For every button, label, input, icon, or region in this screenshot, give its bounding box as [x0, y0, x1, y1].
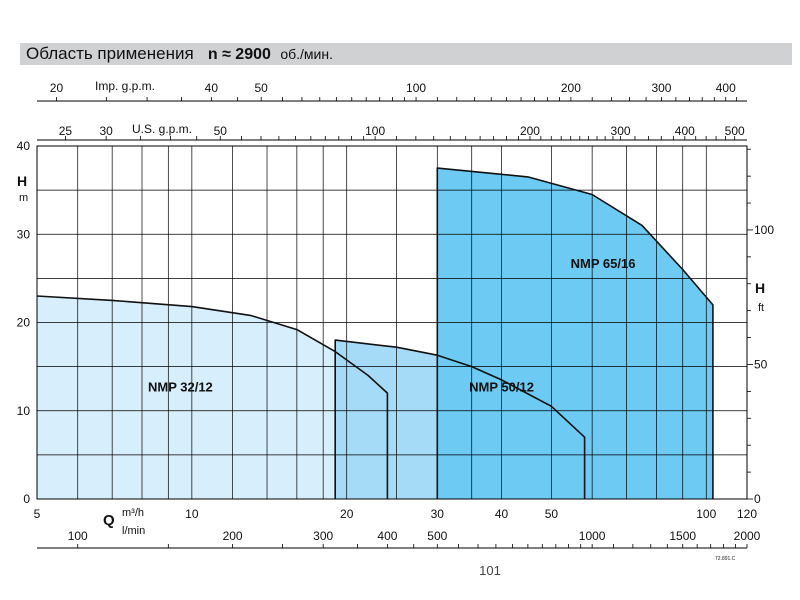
- x-tick-label: 30: [431, 507, 445, 521]
- impgpm-tick-label: 300: [651, 81, 671, 95]
- impgpm-axis-label: Imp. g.p.m.: [95, 79, 155, 93]
- ft-tick-label: 50: [754, 357, 768, 371]
- curve-nmp_65_16: [436, 167, 714, 499]
- ft-axis-unit: ft: [758, 302, 764, 314]
- chart-title: Область применения n ≈ 2900 об./мин.: [26, 44, 333, 64]
- usgpm-tick-label: 25: [59, 124, 73, 138]
- title-banner: Область применения n ≈ 2900 об./мин.: [20, 43, 792, 65]
- impgpm-tick-label: 40: [205, 81, 219, 95]
- page-number-fragment: 101: [479, 563, 501, 578]
- x-tick-label: 10: [185, 507, 199, 521]
- usgpm-tick-label: 30: [99, 124, 113, 138]
- usgpm-tick-label: 300: [611, 124, 631, 138]
- x-axis-unit-lmin: l/min: [122, 525, 145, 537]
- speed-unit: об./мин.: [280, 46, 333, 62]
- ft-tick-label: 0: [754, 492, 761, 506]
- curve-nmp_32_12: [36, 295, 389, 499]
- lmin-tick-label: 1000: [579, 529, 606, 543]
- x-tick-label: 50: [545, 507, 559, 521]
- title-text: Область применения: [26, 44, 194, 63]
- area-nmp_32_12: [37, 296, 388, 499]
- x-tick-label: 40: [495, 507, 509, 521]
- impgpm-tick-label: 200: [561, 81, 581, 95]
- usgpm-tick-label: 100: [365, 124, 385, 138]
- y-axis-label: H: [17, 173, 27, 189]
- lmin-tick-label: 300: [313, 529, 333, 543]
- impgpm-tick-label: 400: [716, 81, 736, 95]
- lmin-tick-label: 100: [68, 529, 88, 543]
- ft-axis-label: H: [755, 280, 765, 296]
- usgpm-axis-label: U.S. g.p.m.: [132, 122, 192, 136]
- area-nmp_65_16: [437, 168, 713, 499]
- usgpm-tick-label: 200: [520, 124, 540, 138]
- y-tick-label: 40: [17, 139, 31, 153]
- x-axis-label: Q: [103, 512, 115, 529]
- x-axis-unit-m3h: m³/h: [122, 507, 144, 519]
- ft-tick-label: 100: [754, 223, 774, 237]
- x-tick-label: 120: [737, 507, 757, 521]
- usgpm-tick-label: 400: [675, 124, 695, 138]
- lmin-tick-label: 500: [427, 529, 447, 543]
- series-label-nmp_32_12: NMP 32/12: [148, 379, 213, 394]
- series-label-nmp_65_16: NMP 65/16: [571, 256, 636, 271]
- reference-code: 72.891.C: [715, 556, 736, 562]
- x-tick-label: 100: [696, 507, 716, 521]
- usgpm-tick-label: 500: [725, 124, 745, 138]
- impgpm-tick-label: 100: [406, 81, 426, 95]
- lmin-tick-label: 2000: [734, 529, 761, 543]
- impgpm-tick-label: 20: [50, 81, 64, 95]
- y-tick-label: 30: [17, 227, 31, 241]
- y-tick-label: 10: [17, 404, 31, 418]
- y-tick-label: 20: [17, 316, 31, 330]
- x-tick-label: 20: [340, 507, 354, 521]
- impgpm-tick-label: 50: [255, 81, 269, 95]
- lmin-tick-label: 400: [377, 529, 397, 543]
- series-label-nmp_50_12: NMP 50/12: [469, 379, 534, 394]
- x-tick-label: 5: [34, 507, 41, 521]
- lmin-tick-label: 1500: [669, 529, 696, 543]
- y-axis-unit: m: [19, 192, 28, 204]
- curve-nmp_50_12: [334, 339, 586, 499]
- y-tick-label: 0: [23, 492, 30, 506]
- plot-frame: [36, 145, 748, 500]
- speed-label: n ≈ 2900: [207, 46, 271, 63]
- usgpm-tick-label: 50: [214, 124, 228, 138]
- lmin-tick-label: 200: [223, 529, 243, 543]
